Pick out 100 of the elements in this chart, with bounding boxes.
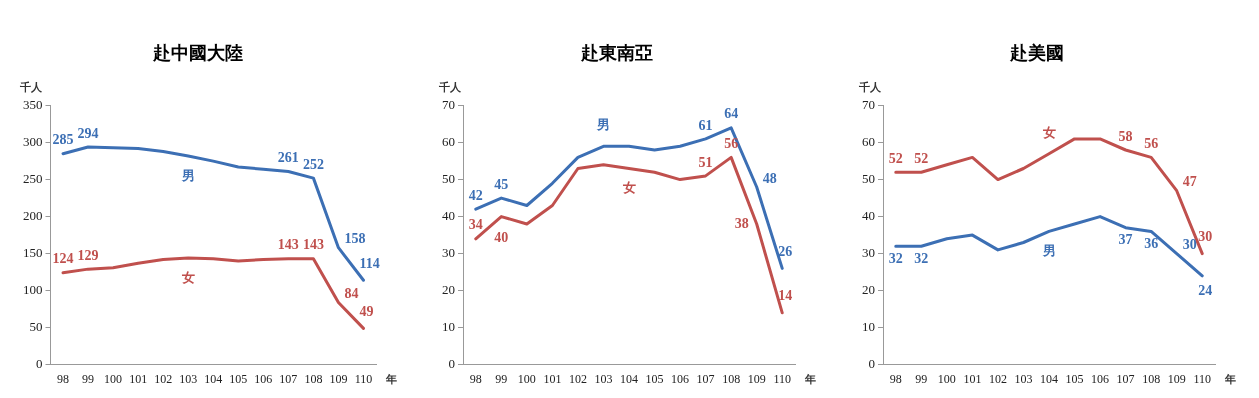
x-tick-label: 107 — [1116, 371, 1135, 386]
x-tick-label: 109 — [329, 371, 348, 386]
data-label: 64 — [724, 106, 739, 122]
x-tick-label: 101 — [128, 371, 147, 386]
x-tick-label: 103 — [179, 371, 198, 386]
data-label: 38 — [735, 215, 750, 231]
y-tick-label: 20 — [862, 282, 876, 298]
y-tick-label: 60 — [442, 134, 456, 150]
data-label: 45 — [494, 176, 509, 192]
chart-title: 赴美國 — [1009, 42, 1065, 64]
data-label: 143 — [277, 237, 299, 253]
x-tick-label: 110 — [1193, 371, 1212, 386]
data-label: 42 — [469, 187, 484, 203]
data-label: 32 — [914, 250, 929, 266]
data-label: 51 — [699, 154, 714, 170]
x-tick-label: 103 — [594, 371, 613, 386]
data-label: 30 — [1198, 229, 1213, 245]
chart-title: 赴中國大陸 — [151, 42, 243, 64]
x-tick-label: 101 — [963, 371, 982, 386]
y-axis-title: 千人 — [438, 80, 463, 94]
data-label: 49 — [359, 303, 374, 319]
data-label: 56 — [1144, 136, 1159, 152]
x-tick-label: 107 — [697, 371, 716, 386]
data-label: 124 — [52, 251, 74, 267]
y-tick-label: 10 — [862, 319, 876, 335]
y-tick-label: 40 — [862, 208, 876, 224]
y-tick-label: 300 — [22, 134, 43, 150]
y-tick-label: 30 — [862, 245, 876, 261]
y-tick-label: 70 — [442, 97, 456, 113]
x-axis-title: 年 — [384, 373, 397, 387]
data-label: 158 — [344, 231, 366, 247]
x-tick-label: 107 — [279, 371, 298, 386]
x-tick-label: 99 — [915, 371, 928, 386]
data-label: 48 — [763, 170, 778, 186]
data-label: 37 — [1118, 232, 1133, 248]
data-label: 47 — [1182, 174, 1197, 190]
y-tick-label: 0 — [448, 356, 456, 372]
y-tick-label: 0 — [35, 356, 43, 372]
data-label: 26 — [778, 244, 793, 260]
data-label: 40 — [494, 230, 509, 246]
x-tick-label: 98 — [56, 371, 69, 386]
x-tick-label: 105 — [1065, 371, 1084, 386]
data-label: 143 — [302, 237, 324, 253]
x-tick-label: 109 — [748, 371, 767, 386]
x-tick-label: 105 — [646, 371, 665, 386]
y-tick-label: 0 — [868, 356, 876, 372]
x-tick-label: 103 — [1014, 371, 1033, 386]
x-tick-label: 99 — [495, 371, 508, 386]
x-tick-label: 105 — [229, 371, 248, 386]
y-axis-title: 千人 — [18, 80, 43, 94]
data-label: 14 — [778, 288, 793, 304]
x-tick-label: 104 — [1040, 371, 1059, 386]
data-label: 61 — [699, 117, 714, 133]
data-label: 30 — [1182, 237, 1197, 253]
x-tick-label: 106 — [671, 371, 690, 386]
data-label: 84 — [344, 286, 359, 302]
x-tick-label: 102 — [989, 371, 1008, 386]
x-tick-label: 106 — [1091, 371, 1110, 386]
series-label: 男 — [596, 117, 611, 133]
x-tick-label: 108 — [304, 371, 323, 386]
data-label: 285 — [52, 132, 74, 148]
x-tick-label: 108 — [1142, 371, 1161, 386]
y-axis-title: 千人 — [858, 80, 883, 94]
y-tick-label: 50 — [862, 171, 876, 187]
data-label: 294 — [77, 125, 99, 141]
y-tick-label: 30 — [442, 245, 456, 261]
x-axis-title: 年 — [1224, 373, 1237, 387]
data-label: 24 — [1198, 283, 1213, 299]
y-tick-label: 70 — [862, 97, 876, 113]
y-tick-label: 250 — [22, 171, 43, 187]
x-tick-label: 110 — [773, 371, 792, 386]
series-label: 女 — [621, 180, 636, 196]
chart-title: 赴東南亞 — [580, 42, 654, 64]
data-label: 36 — [1144, 236, 1159, 252]
x-tick-label: 104 — [620, 371, 639, 386]
data-label: 56 — [724, 136, 739, 152]
x-tick-label: 101 — [543, 371, 562, 386]
y-tick-label: 150 — [22, 245, 43, 261]
y-tick-label: 200 — [22, 208, 43, 224]
data-label: 52 — [914, 150, 929, 166]
y-tick-label: 50 — [29, 319, 43, 335]
y-tick-label: 10 — [442, 319, 456, 335]
x-tick-label: 100 — [518, 371, 537, 386]
y-tick-label: 100 — [22, 282, 43, 298]
x-tick-label: 102 — [154, 371, 172, 386]
x-tick-label: 110 — [354, 371, 373, 386]
y-tick-label: 60 — [862, 134, 876, 150]
data-label: 34 — [469, 217, 484, 233]
x-axis-title: 年 — [804, 373, 817, 387]
x-tick-label: 100 — [103, 371, 122, 386]
y-tick-label: 40 — [442, 208, 456, 224]
data-label: 261 — [277, 150, 299, 166]
x-tick-label: 98 — [889, 371, 902, 386]
x-tick-label: 109 — [1167, 371, 1186, 386]
x-tick-label: 104 — [204, 371, 223, 386]
x-tick-label: 106 — [254, 371, 273, 386]
series-label: 女 — [180, 269, 195, 285]
x-tick-label: 102 — [569, 371, 588, 386]
data-label: 52 — [888, 150, 903, 166]
data-label: 32 — [888, 250, 903, 266]
